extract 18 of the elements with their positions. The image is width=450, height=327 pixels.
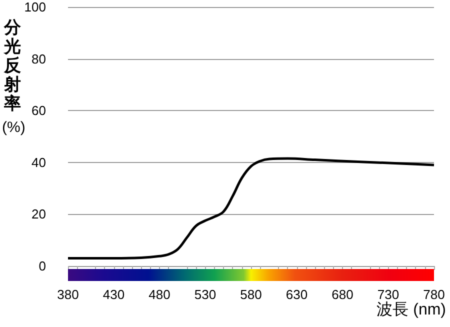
y-tick-label: 40: [32, 154, 46, 170]
y-tick-label: 80: [32, 51, 46, 66]
x-axis-title: 波長 (nm): [376, 300, 446, 318]
y-tick-label: 100: [24, 0, 46, 14]
x-tick-label: 480: [148, 287, 170, 302]
x-tick-label: 680: [332, 287, 354, 302]
y-axis-title: 分光反射率(%): [2, 18, 26, 136]
x-tick-label: 580: [240, 287, 262, 302]
x-tick-label: 780: [423, 287, 445, 302]
x-tick-label: 630: [286, 287, 308, 302]
x-tick-label: 530: [194, 287, 216, 302]
x-tick-label: 430: [102, 287, 125, 302]
y-tick-label: 0: [38, 258, 46, 274]
y-tick-label: 60: [32, 103, 46, 118]
line-series: [66, 157, 436, 260]
x-tick-label: 380: [57, 287, 79, 302]
y-tick-label: 20: [32, 206, 46, 222]
x-tick-label: 730: [377, 287, 400, 302]
